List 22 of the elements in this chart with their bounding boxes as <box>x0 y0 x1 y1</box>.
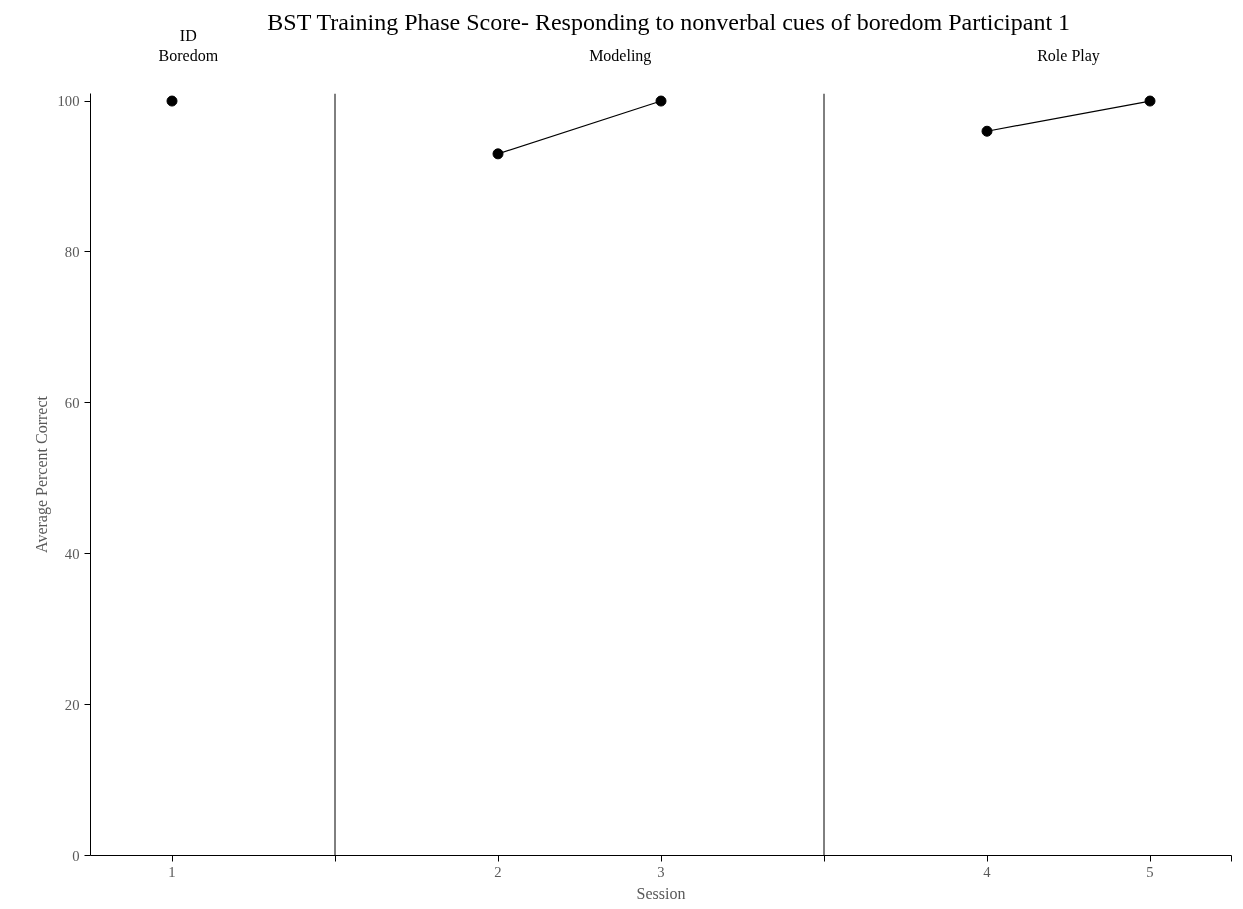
text: Modeling <box>589 47 652 66</box>
y-tick-label: 0 <box>72 847 80 864</box>
y-axis-title: Average Percent Correct <box>32 395 51 553</box>
x-tick-label: 1 <box>168 863 176 880</box>
x-axis-title: Session <box>636 884 686 902</box>
x-tick-label: 3 <box>657 863 665 880</box>
point <box>655 95 667 107</box>
text: ID Boredom <box>158 26 219 65</box>
y-tick-label: 100 <box>57 93 80 110</box>
chart-title: BST Training Phase Score- Responding to nonverbal cues of boredom Participant 1 <box>267 9 1071 35</box>
y-tick-label: 20 <box>64 696 80 713</box>
text: Role Play <box>1037 47 1100 66</box>
y-tick-label: 80 <box>64 243 80 260</box>
point <box>981 125 993 137</box>
y-tick-label: 40 <box>64 545 80 562</box>
point <box>166 95 178 107</box>
x-tick-label: 5 <box>1146 863 1154 880</box>
point <box>492 148 504 160</box>
x-tick-label: 4 <box>983 863 992 880</box>
x-tick-label: 2 <box>494 863 502 880</box>
y-tick-label: 60 <box>64 394 80 411</box>
point <box>1144 95 1156 107</box>
